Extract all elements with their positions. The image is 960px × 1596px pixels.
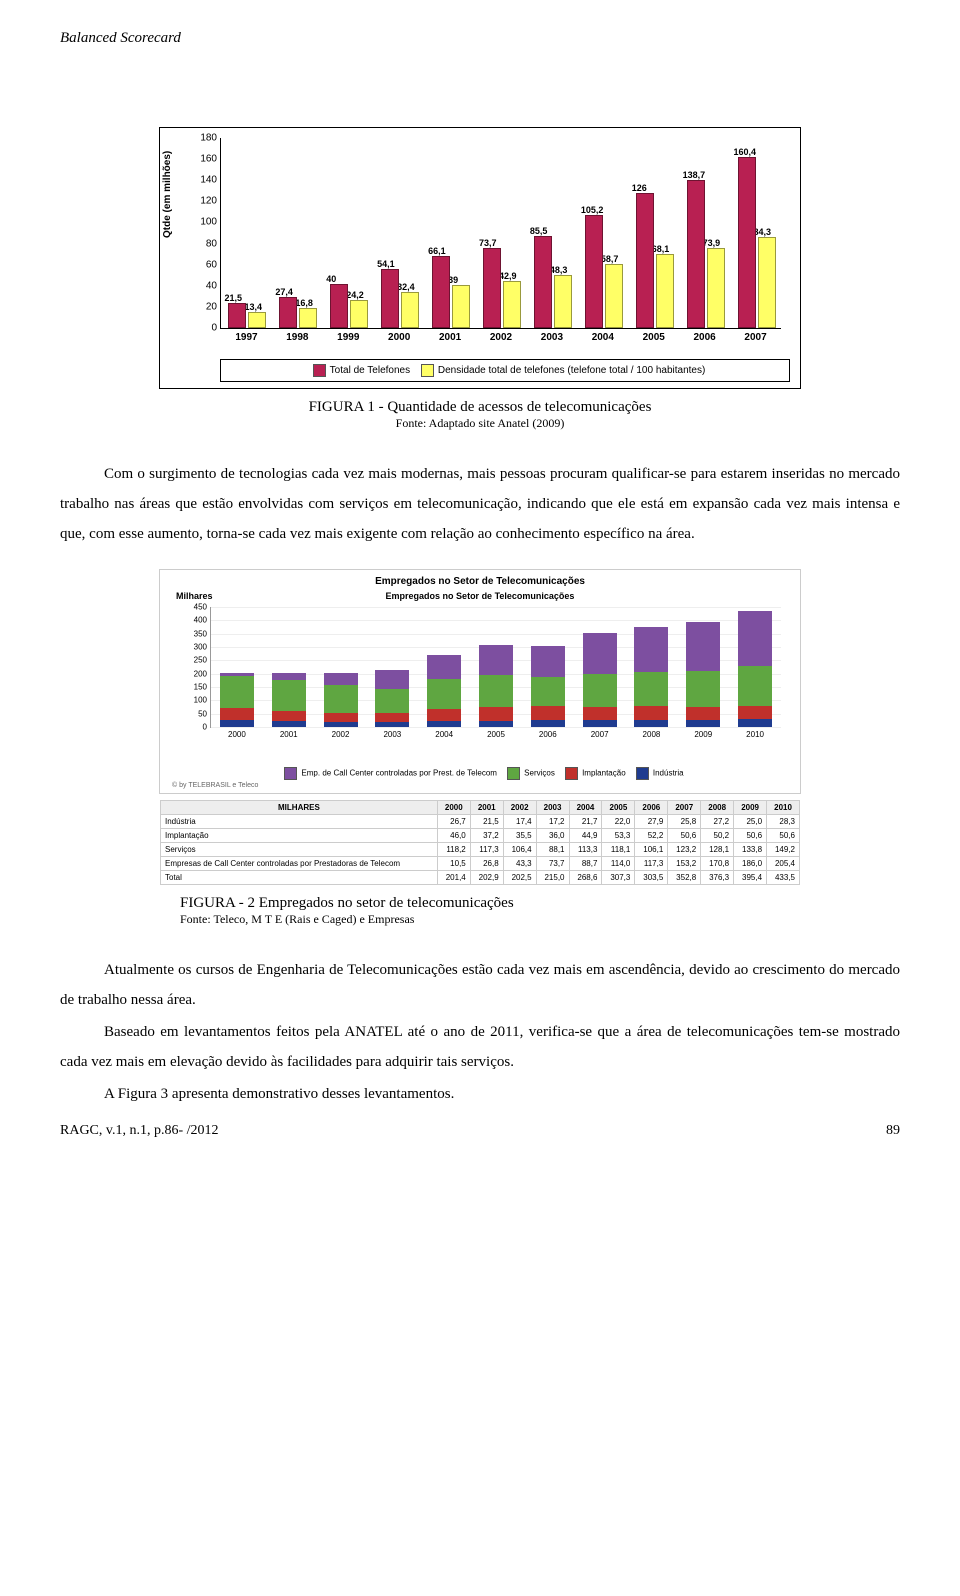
- figure-1-caption: FIGURA 1 - Quantidade de acessos de tele…: [60, 399, 900, 416]
- figure-2-source: Fonte: Teleco, M T E (Rais e Caged) e Em…: [180, 912, 900, 927]
- figure-2-table: MILHARES20002001200220032004200520062007…: [160, 800, 800, 885]
- figure-1-chart: Qtde (em milhões) 0204060801001201401601…: [159, 127, 801, 389]
- figure-1-source: Fonte: Adaptado site Anatel (2009): [60, 416, 900, 431]
- figure-2-caption: FIGURA - 2 Empregados no setor de teleco…: [180, 895, 900, 912]
- footer-citation: RAGC, v.1, n.1, p.86- /2012: [60, 1123, 219, 1139]
- chart2-title: Empregados no Setor de Telecomunicações: [160, 570, 800, 587]
- chart2-legend: Emp. de Call Center controladas por Pres…: [160, 765, 800, 782]
- paragraph-4: A Figura 3 apresenta demonstrativo desse…: [60, 1079, 900, 1109]
- chart1-ylabel: Qtde (em milhões): [162, 151, 173, 238]
- page-footer: RAGC, v.1, n.1, p.86- /2012 89: [60, 1123, 900, 1139]
- page-number: 89: [886, 1123, 900, 1139]
- figure-2-chart: Empregados no Setor de Telecomunicações …: [159, 569, 801, 794]
- chart1-plot-area: 02040608010012014016018021,513,4199727,4…: [220, 138, 781, 329]
- paragraph-3: Baseado em levantamentos feitos pela ANA…: [60, 1017, 900, 1077]
- running-header: Balanced Scorecard: [60, 30, 900, 47]
- paragraph-1: Com o surgimento de tecnologias cada vez…: [60, 459, 900, 549]
- chart2-subtitle: Empregados no Setor de Telecomunicações: [170, 591, 790, 601]
- chart1-legend: Total de Telefones Densidade total de te…: [220, 359, 790, 382]
- chart2-plot-area: 0501001502002503003504004502000200120022…: [210, 607, 781, 728]
- chart2-credit: © by TELEBRASIL e Teleco: [160, 782, 800, 793]
- paragraph-2: Atualmente os cursos de Engenharia de Te…: [60, 955, 900, 1015]
